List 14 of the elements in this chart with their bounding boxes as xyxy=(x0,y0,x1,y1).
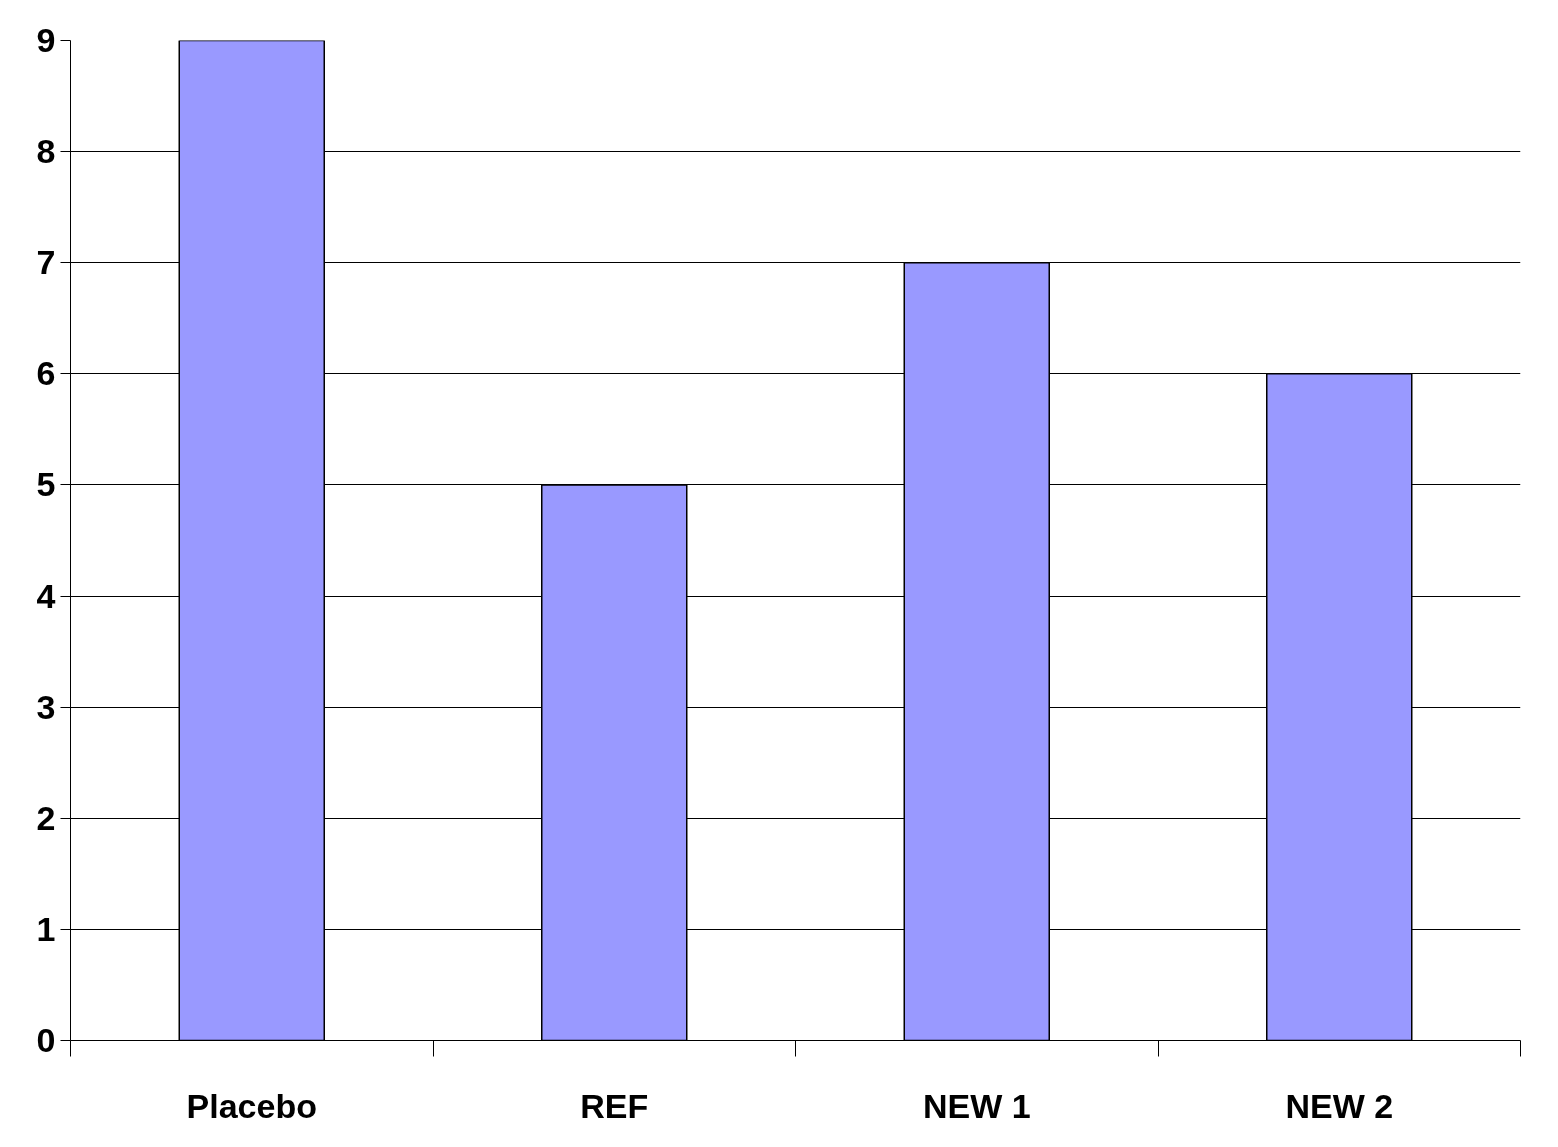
x-tick-label: NEW 2 xyxy=(1285,1086,1394,1125)
y-tick-label: 7 xyxy=(36,243,56,282)
x-tick-label: NEW 1 xyxy=(922,1086,1031,1125)
y-tick-label: 1 xyxy=(36,909,56,948)
x-tick-label: REF xyxy=(580,1086,649,1125)
y-tick-label: 2 xyxy=(36,798,56,837)
y-tick-label: 8 xyxy=(36,132,56,171)
y-tick-label: 6 xyxy=(36,354,56,393)
y-tick-label: 0 xyxy=(36,1021,56,1059)
x-tick-label: Placebo xyxy=(186,1086,317,1125)
y-tick-label: 9 xyxy=(36,21,56,59)
y-tick-label: 3 xyxy=(36,687,56,726)
y-tick-label: 5 xyxy=(36,465,56,504)
y-tick-label: 4 xyxy=(36,576,56,615)
